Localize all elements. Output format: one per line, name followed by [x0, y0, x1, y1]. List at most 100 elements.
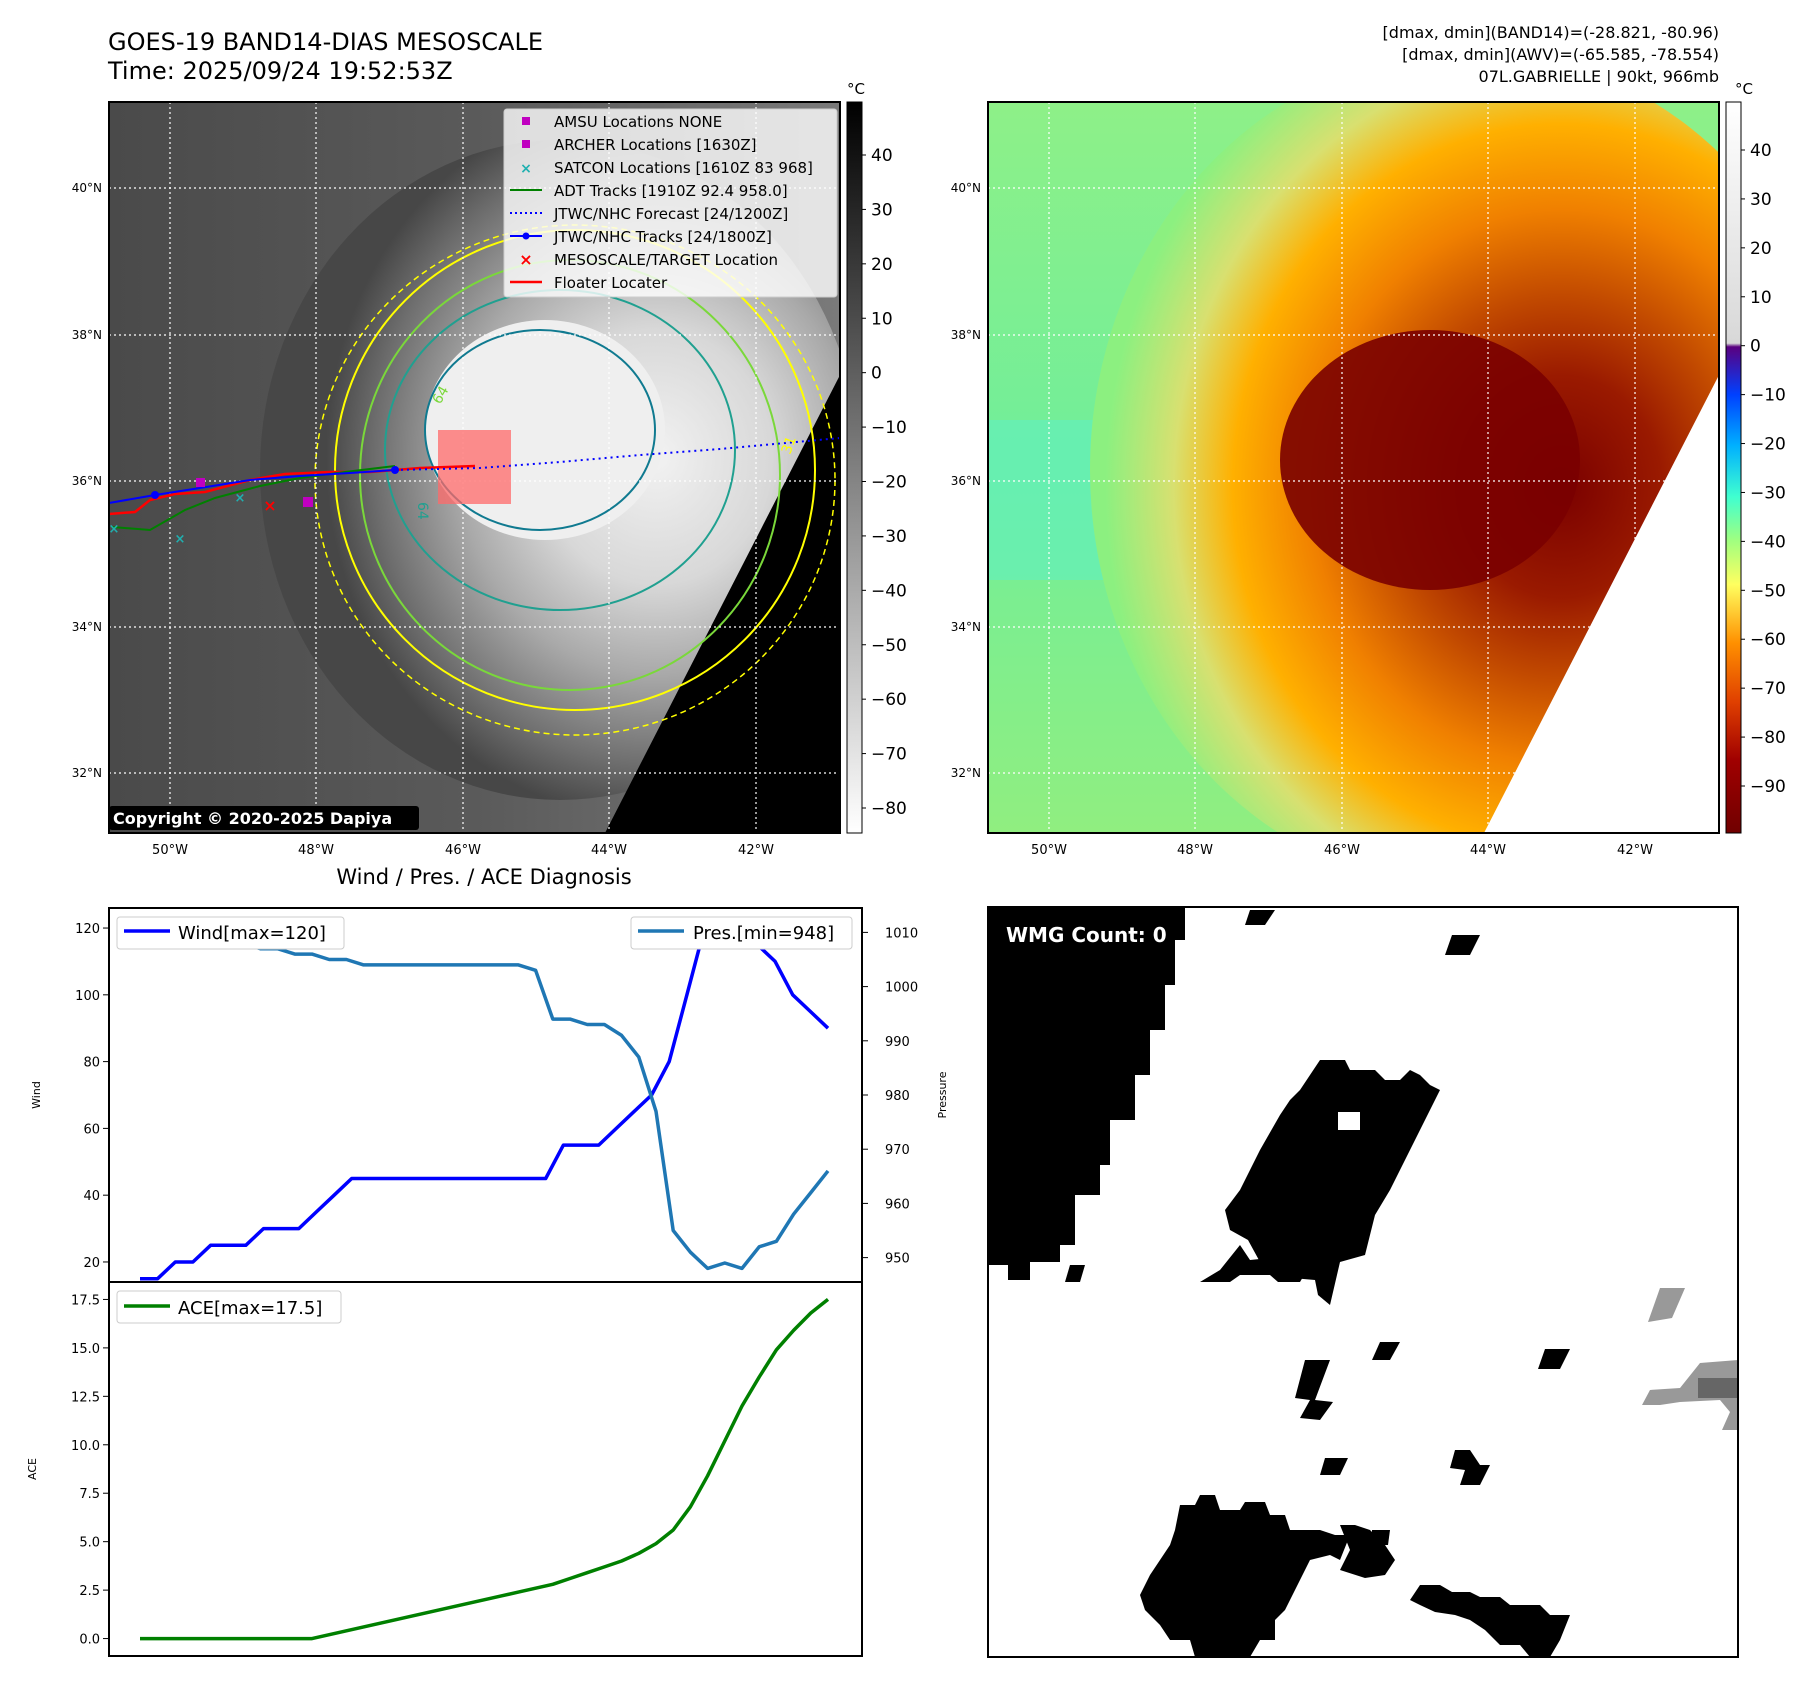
legend-label-target: MESOSCALE/TARGET Location — [554, 251, 778, 269]
wmg-mask-region — [1372, 1530, 1390, 1545]
left-map-frame — [108, 101, 841, 834]
lon-tick: 46°W — [1324, 843, 1360, 858]
colorbar-gradient — [1725, 101, 1742, 834]
pressure-tick-label: 990 — [885, 1035, 910, 1050]
contour-label-31: 31 — [779, 434, 800, 456]
wmg-mask-region — [1140, 1495, 1350, 1657]
lat-tick: 36°N — [951, 474, 981, 488]
lat-tick: 40°N — [72, 181, 102, 195]
colorbar-tick-label: −40 — [1750, 532, 1786, 552]
ace-chart: ACE 0.0 2.5 5.0 7.5 10.0 12.5 15.0 17.5 ACE[max… — [26, 1281, 863, 1657]
ace-tick-label: 17.5 — [71, 1293, 100, 1308]
legend-label-floater: Floater Locater — [554, 274, 668, 292]
lat-tick: 32°N — [951, 766, 981, 780]
wind-tick-label: 20 — [83, 1256, 100, 1271]
right-map-frame — [987, 101, 1720, 834]
contour-label-64b: 64 — [430, 383, 453, 407]
colorbar-tick-label: 40 — [1750, 141, 1772, 161]
pressure-tick-label: 1000 — [885, 981, 918, 996]
colorbar-unit: °C — [847, 80, 865, 98]
ace-legend-label: ACE[max=17.5] — [178, 1298, 322, 1319]
wmg-gray-region — [1648, 1288, 1685, 1322]
ace-tick-label: 12.5 — [71, 1390, 100, 1405]
archer-location-marker — [196, 478, 205, 487]
map-legend: AMSU Locations NONE ARCHER Locations [16… — [503, 108, 838, 298]
wmg-mask-panel: WMG Count: 0 — [987, 906, 1739, 1658]
colorbar-tick-label: −30 — [871, 527, 907, 547]
wind-chart-frame — [108, 907, 863, 1283]
pressure-legend-label: Pres.[min=948] — [693, 923, 834, 944]
lon-tick: 50°W — [152, 843, 188, 858]
lon-tick: 48°W — [1177, 843, 1213, 858]
wmg-mask-region — [1245, 910, 1275, 925]
wmg-mask-region — [1340, 1525, 1395, 1578]
diagnosis-title: Wind / Pres. / ACE Diagnosis — [336, 865, 631, 889]
wmg-mask-region — [1295, 1360, 1333, 1420]
ace-legend-box — [116, 1290, 342, 1324]
legend-box — [503, 108, 838, 298]
lon-tick: 44°W — [591, 843, 627, 858]
wind-y-ticks: 20 40 60 80 100 120 — [75, 922, 109, 1271]
wmg-count-label: WMG Count: 0 — [1006, 923, 1167, 947]
colorbar-tick-label: −70 — [1750, 679, 1786, 699]
jtwc-nhc-forecast — [394, 437, 840, 471]
wmg-mask-region — [988, 907, 1185, 1280]
right-map-lat-ticks: 40°N 38°N 36°N 34°N 32°N — [951, 181, 981, 780]
wmg-mask-region — [1445, 935, 1480, 955]
lon-tick: 42°W — [1617, 843, 1653, 858]
lat-tick: 38°N — [951, 328, 981, 342]
colorbar-tick-label: 20 — [1750, 239, 1772, 259]
ace-tick-label: 5.0 — [79, 1536, 100, 1551]
wind-tick-label: 100 — [75, 989, 100, 1004]
ace-chart-frame — [108, 1281, 863, 1657]
copyright-box — [109, 806, 419, 830]
archer-location-marker — [303, 497, 313, 507]
lat-tick: 40°N — [951, 181, 981, 195]
legend-label-amsu: AMSU Locations NONE — [554, 113, 722, 131]
wind-tick-label: 60 — [83, 1122, 100, 1137]
figure-timestamp: Time: 2025/09/24 19:52:53Z — [107, 57, 453, 85]
legend-marker-archer — [522, 140, 530, 148]
legend-label-satcon: SATCON Locations [1610Z 83 968] — [554, 159, 813, 177]
lat-tick: 38°N — [72, 328, 102, 342]
pressure-legend-box — [630, 916, 853, 950]
colorbar-unit: °C — [1735, 80, 1753, 98]
colorbar-tick-label: 10 — [1750, 288, 1772, 308]
track-point — [391, 466, 399, 474]
wmg-mask-region — [1450, 1450, 1490, 1485]
contour-core — [424, 329, 656, 531]
wind-tick-label: 40 — [83, 1189, 100, 1204]
colorbar-tick-label: −10 — [1750, 386, 1786, 406]
dmax-awv-info: [dmax, dmin](AWV)=(-65.585, -78.554) — [1402, 45, 1719, 64]
satcon-marker: × — [175, 532, 186, 547]
ace-tick-label: 15.0 — [71, 1342, 100, 1357]
lon-tick: 48°W — [298, 843, 334, 858]
color-no-data — [1484, 375, 1719, 833]
colorbar-tick-label: 40 — [871, 146, 893, 166]
left-map-lon-ticks: 50°W 48°W 46°W 44°W 42°W — [152, 843, 774, 858]
color-colorbar: °C 40 30 20 10 0 −10 −20 −30 −40 −50 −60 −70 −80 −90 — [1725, 80, 1786, 834]
lon-tick: 50°W — [1031, 843, 1067, 858]
legend-marker-satcon: × — [520, 161, 532, 177]
colorbar-tick-label: −90 — [1750, 777, 1786, 797]
mesoscale-target-marker: × — [263, 496, 276, 515]
ace-axis-label: ACE — [26, 1458, 39, 1480]
wmg-mask-region — [1372, 1342, 1400, 1360]
lon-tick: 42°W — [738, 843, 774, 858]
colorbar-tick-label: −10 — [871, 418, 907, 438]
colorbar-tick-label: −50 — [871, 636, 907, 656]
wmg-gray-region — [1642, 1360, 1738, 1430]
lat-tick: 32°N — [72, 766, 102, 780]
legend-label-forecast: JTWC/NHC Forecast [24/1200Z] — [553, 205, 788, 223]
satcon-marker: × — [235, 491, 246, 506]
pressure-tick-label: 970 — [885, 1143, 910, 1158]
lon-tick: 46°W — [445, 843, 481, 858]
no-data-region — [605, 375, 840, 833]
legend-marker-tracks-dot — [522, 232, 530, 240]
wmg-mask-region — [1320, 1458, 1348, 1475]
legend-label-tracks: JTWC/NHC Tracks [24/1800Z] — [553, 228, 772, 246]
map-grid-right — [988, 102, 1719, 833]
copyright-text: Copyright © 2020-2025 Dapiya — [113, 809, 392, 828]
ace-tick-label: 2.5 — [79, 1584, 100, 1599]
wind-axis-label: Wind — [30, 1081, 43, 1109]
